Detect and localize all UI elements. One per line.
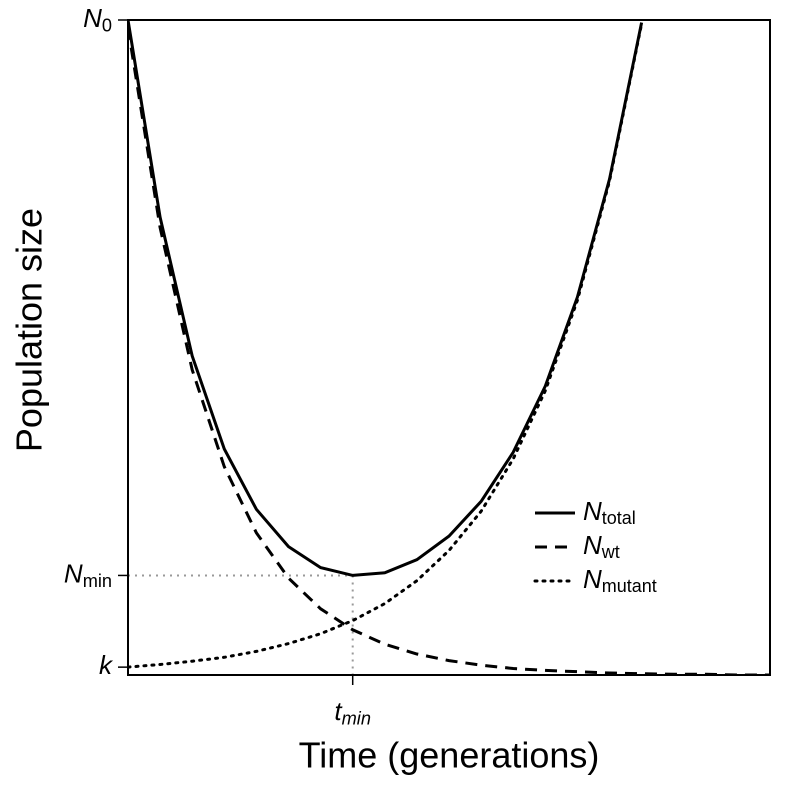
legend-label-sub: mutant [602, 576, 657, 596]
y-tick-label-sub: min [83, 571, 112, 591]
plot-area [128, 20, 770, 675]
y-tick-label-main: N [83, 3, 102, 33]
series-line [128, 20, 644, 577]
plot-frame [127, 19, 771, 676]
y-tick-label-main: N [64, 558, 83, 588]
legend-label: Nwt [583, 530, 620, 562]
series-line [128, 27, 770, 675]
x-tick-label-main: t [334, 696, 343, 726]
legend-label: Ntotal [583, 496, 636, 528]
legend-label-main: N [583, 530, 602, 560]
x-tick-label: tmin [334, 696, 371, 728]
legend-label-main: N [583, 496, 602, 526]
x-axis-label: Time (generations) [299, 735, 600, 776]
legend-label-sub: total [602, 508, 636, 528]
y-tick-label: Nmin [64, 558, 112, 590]
y-axis-label: Population size [9, 208, 50, 452]
series-line [128, 22, 644, 669]
y-tick-label-sub: 0 [102, 15, 112, 35]
legend-label-sub: wt [601, 542, 620, 562]
legend-label-main: N [583, 564, 602, 594]
y-tick-label: k [99, 650, 114, 680]
y-tick-label-main: k [99, 650, 114, 680]
legend-label: Nmutant [583, 564, 657, 596]
y-tick-label: N0 [83, 3, 112, 35]
x-tick-label-sub: min [342, 708, 371, 728]
